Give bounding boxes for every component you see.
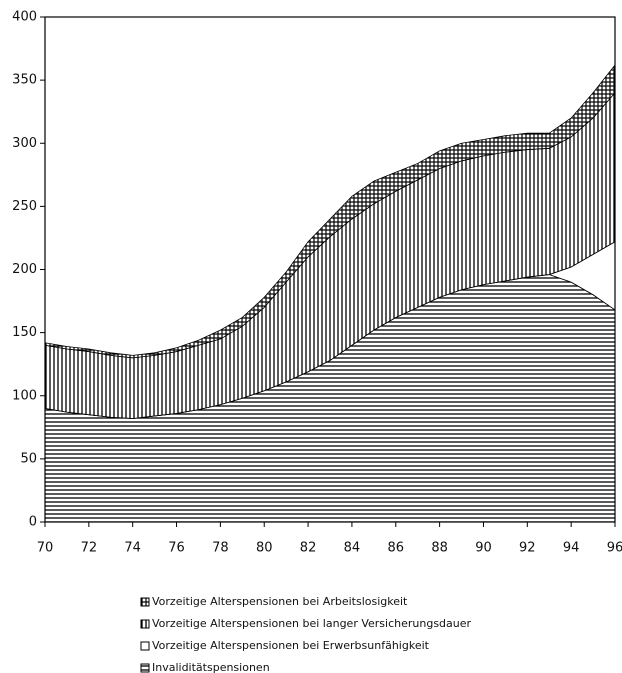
legend-label: Vorzeitige Alterspensionen bei Erwerbsun… bbox=[152, 639, 430, 652]
legend-label: Vorzeitige Alterspensionen bei Arbeitslo… bbox=[152, 595, 408, 608]
legend-label: Invaliditätspensionen bbox=[152, 661, 270, 673]
y-tick-label: 350 bbox=[12, 73, 37, 88]
y-tick-label: 250 bbox=[12, 199, 37, 214]
y-tick-label: 50 bbox=[20, 451, 37, 466]
x-tick-label: 74 bbox=[124, 541, 141, 556]
x-tick-label: 70 bbox=[37, 541, 54, 556]
x-tick-label: 86 bbox=[387, 541, 404, 556]
x-tick-label: 84 bbox=[344, 541, 361, 556]
legend-swatch bbox=[140, 641, 150, 651]
y-tick-label: 400 bbox=[12, 10, 37, 25]
y-tick-label: 300 bbox=[12, 136, 37, 151]
x-tick-label: 78 bbox=[212, 541, 229, 556]
x-tick-label: 90 bbox=[475, 541, 492, 556]
x-tick-label: 80 bbox=[256, 541, 273, 556]
legend-label: Vorzeitige Alterspensionen bei langer Ve… bbox=[152, 617, 472, 630]
x-tick-label: 92 bbox=[519, 541, 536, 556]
y-tick-label: 200 bbox=[12, 262, 37, 277]
legend-swatch bbox=[140, 619, 150, 629]
legend-swatch bbox=[140, 663, 150, 673]
y-tick-label: 0 bbox=[29, 515, 37, 530]
x-tick-label: 88 bbox=[431, 541, 448, 556]
legend-swatch bbox=[140, 597, 150, 607]
x-tick-label: 96 bbox=[607, 541, 622, 556]
x-tick-label: 76 bbox=[168, 541, 185, 556]
x-tick-label: 82 bbox=[300, 541, 317, 556]
y-tick-label: 150 bbox=[12, 325, 37, 340]
y-tick-label: 100 bbox=[12, 388, 37, 403]
x-tick-label: 94 bbox=[563, 541, 580, 556]
x-tick-label: 72 bbox=[81, 541, 98, 556]
